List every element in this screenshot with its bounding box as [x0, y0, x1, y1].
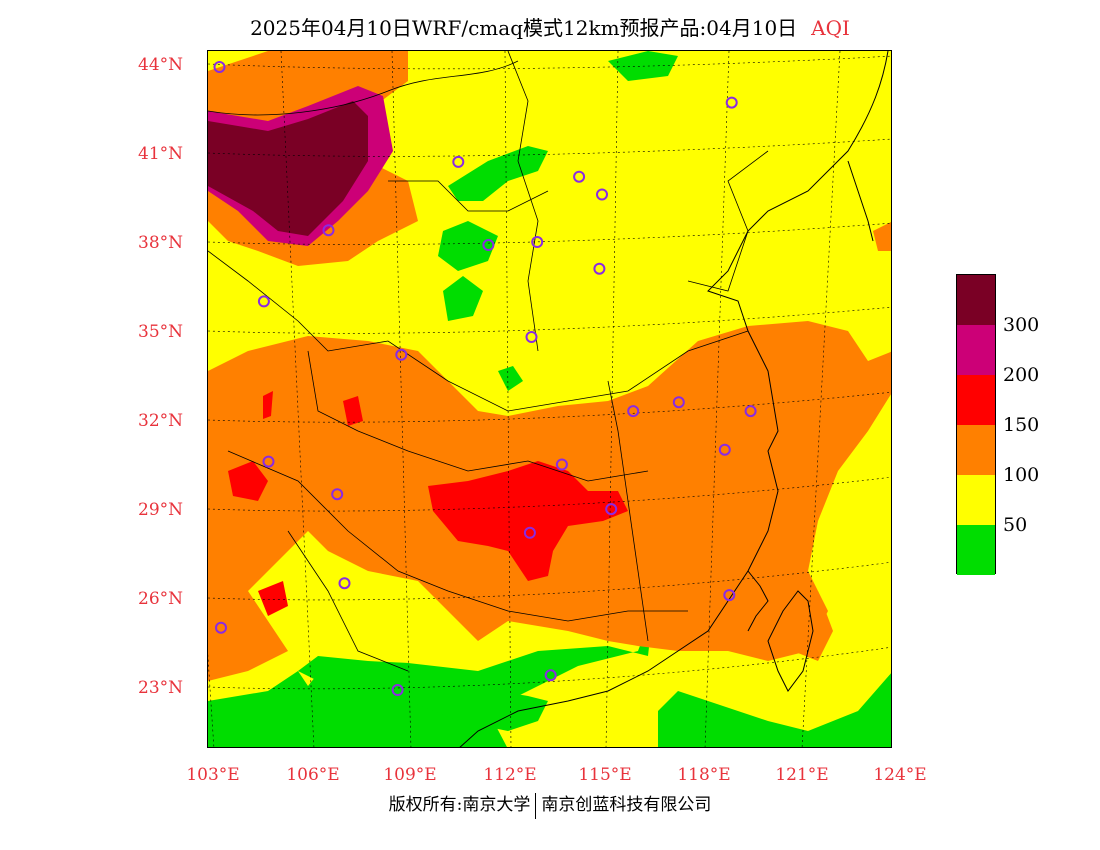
graticule-lat-23	[208, 646, 891, 690]
station-marker[interactable]	[744, 405, 757, 418]
border-guizhou-guangxi	[287, 530, 409, 672]
graticule-lon-121	[801, 51, 841, 747]
legend-swatch-good	[957, 525, 995, 575]
station-marker[interactable]	[338, 577, 351, 590]
graticule-lon-115	[605, 51, 619, 747]
good-region-shanxi-north	[448, 146, 548, 201]
station-marker[interactable]	[596, 188, 608, 201]
coastline-korea	[847, 160, 874, 242]
legend-label-50: 50	[1003, 514, 1028, 536]
copyright-footer: 版权所有:南京大学 南京创蓝科技有限公司	[0, 790, 1100, 819]
legend-label-200: 200	[1003, 364, 1040, 386]
station-marker[interactable]	[482, 239, 495, 251]
title-text: 2025年04月10日WRF/cmaq模式12km预报产品:04月10日	[250, 16, 798, 40]
border-shanxi-hebei	[507, 51, 539, 352]
unhealthy-regions	[228, 391, 628, 616]
lon-label-112: 112°E	[483, 765, 537, 785]
graticule-lon-118	[704, 51, 730, 747]
lon-label-109: 109°E	[383, 765, 437, 785]
station-marker[interactable]	[395, 348, 408, 361]
border-south-central	[227, 450, 688, 622]
legend-swatch-unhealthy	[957, 375, 995, 425]
station-marker[interactable]	[725, 96, 738, 109]
station-marker[interactable]	[593, 262, 606, 275]
good-region-shanxi-south	[443, 276, 483, 321]
station-marker[interactable]	[523, 526, 536, 539]
aqi-legend	[956, 274, 996, 575]
lon-label-121: 121°E	[775, 765, 829, 785]
good-region-guangxi	[298, 656, 548, 731]
station-marker[interactable]	[257, 295, 270, 308]
coastline-fujian-detail	[747, 570, 769, 632]
good-region-sea	[658, 673, 891, 747]
lat-label-29: 29°N	[138, 500, 184, 520]
station-marker[interactable]	[213, 61, 226, 73]
border-yellow-river	[208, 250, 749, 412]
lat-label-41: 41°N	[138, 144, 184, 164]
station-marker[interactable]	[525, 331, 538, 343]
lon-label-106: 106°E	[286, 765, 340, 785]
graticule-lon-112	[504, 51, 512, 747]
unhealthy-region-west-strip	[263, 391, 273, 419]
border-inner-mongolia	[208, 60, 519, 116]
station-marker[interactable]	[331, 488, 344, 501]
legend-label-300: 300	[1003, 314, 1040, 336]
legend-swatch-sensitive	[957, 425, 995, 475]
lat-label-23: 23°N	[138, 678, 184, 698]
lat-label-44: 44°N	[138, 55, 184, 75]
lat-label-26: 26°N	[138, 589, 184, 609]
station-marker[interactable]	[544, 669, 557, 682]
station-marker[interactable]	[452, 155, 465, 168]
station-marker[interactable]	[262, 455, 275, 468]
lon-label-118: 118°E	[677, 765, 731, 785]
station-marker[interactable]	[322, 224, 335, 237]
lat-label-32: 32°N	[138, 411, 184, 431]
copyright-owner: 版权所有:南京大学	[388, 795, 531, 815]
unhealthy-region-yunnan	[258, 581, 288, 616]
unhealthy-region-hunan	[428, 461, 628, 581]
legend-swatch-very-unhealthy	[957, 325, 995, 375]
graticule-lon-106	[280, 51, 315, 747]
sensitive-region-korea-edge	[873, 222, 891, 251]
lat-label-38: 38°N	[138, 233, 184, 253]
hazardous-core	[208, 86, 393, 246]
legend-swatch-moderate	[957, 475, 995, 525]
good-region-henan	[498, 366, 523, 391]
unhealthy-region-chongqing	[343, 396, 363, 426]
lon-label-115: 115°E	[578, 765, 632, 785]
station-marker[interactable]	[627, 405, 640, 418]
station-marker[interactable]	[723, 589, 736, 602]
station-marker[interactable]	[555, 458, 568, 471]
aqi-map[interactable]	[207, 50, 892, 748]
station-marker[interactable]	[391, 684, 404, 696]
good-region-shanxi-mid	[438, 221, 498, 271]
hazardous-region	[208, 101, 368, 236]
station-marker[interactable]	[215, 621, 227, 634]
station-markers	[213, 61, 757, 696]
map-title: 2025年04月10日WRF/cmaq模式12km预报产品:04月10日 AQI	[0, 12, 1100, 41]
lon-label-124: 124°E	[873, 765, 927, 785]
station-marker[interactable]	[605, 503, 618, 516]
copyright-company: 南京创蓝科技有限公司	[541, 795, 712, 815]
legend-swatch-hazardous	[957, 275, 995, 325]
border-yangtze	[307, 350, 649, 482]
coastline-china	[459, 51, 889, 747]
lat-label-35: 35°N	[138, 322, 184, 342]
unhealthy-region-sichuan	[228, 461, 268, 501]
graticule-lat-26	[208, 561, 891, 601]
copyright-separator	[535, 792, 537, 819]
title-variable: AQI	[811, 16, 850, 40]
station-marker[interactable]	[672, 396, 685, 409]
lon-label-103: 103°E	[186, 765, 240, 785]
graticule-lon-109	[391, 51, 412, 747]
legend-label-150: 150	[1003, 414, 1040, 436]
station-marker[interactable]	[531, 236, 544, 248]
station-marker[interactable]	[573, 170, 586, 183]
legend-label-100: 100	[1003, 464, 1040, 486]
graticule	[208, 51, 891, 747]
sensitive-region-taiwan-strait	[788, 591, 833, 661]
aqi-map-canvas	[208, 51, 891, 747]
border-north-china	[388, 180, 549, 212]
station-marker[interactable]	[718, 443, 731, 456]
